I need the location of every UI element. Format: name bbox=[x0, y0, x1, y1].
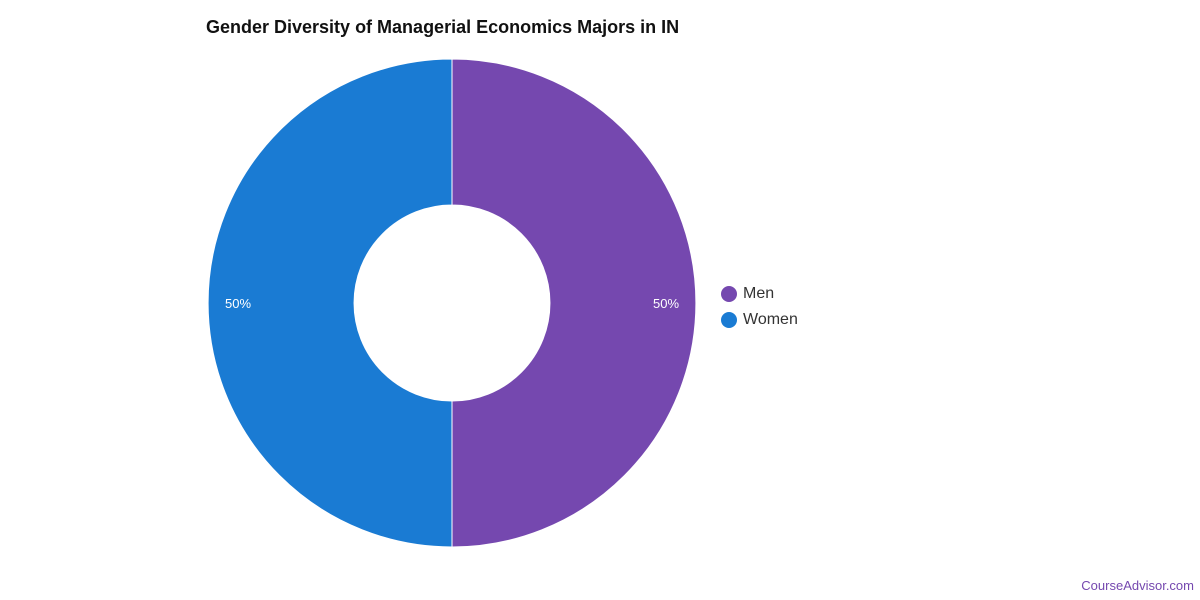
slice-label-women: 50% bbox=[225, 296, 251, 311]
legend-label: Men bbox=[743, 285, 775, 302]
legend-swatch-men bbox=[721, 286, 737, 302]
legend-label: Women bbox=[743, 311, 798, 328]
legend-item-women[interactable]: Women bbox=[721, 307, 798, 333]
legend-swatch-women bbox=[721, 312, 737, 328]
legend: Men Women bbox=[721, 281, 798, 333]
chart-title: Gender Diversity of Managerial Economics… bbox=[206, 17, 680, 37]
slice-men[interactable] bbox=[451, 58, 697, 548]
slice-label-men: 50% bbox=[653, 296, 679, 311]
legend-item-men[interactable]: Men bbox=[721, 281, 798, 307]
slice-women[interactable] bbox=[207, 58, 453, 548]
footer-link[interactable]: CourseAdvisor.com bbox=[1081, 578, 1194, 593]
